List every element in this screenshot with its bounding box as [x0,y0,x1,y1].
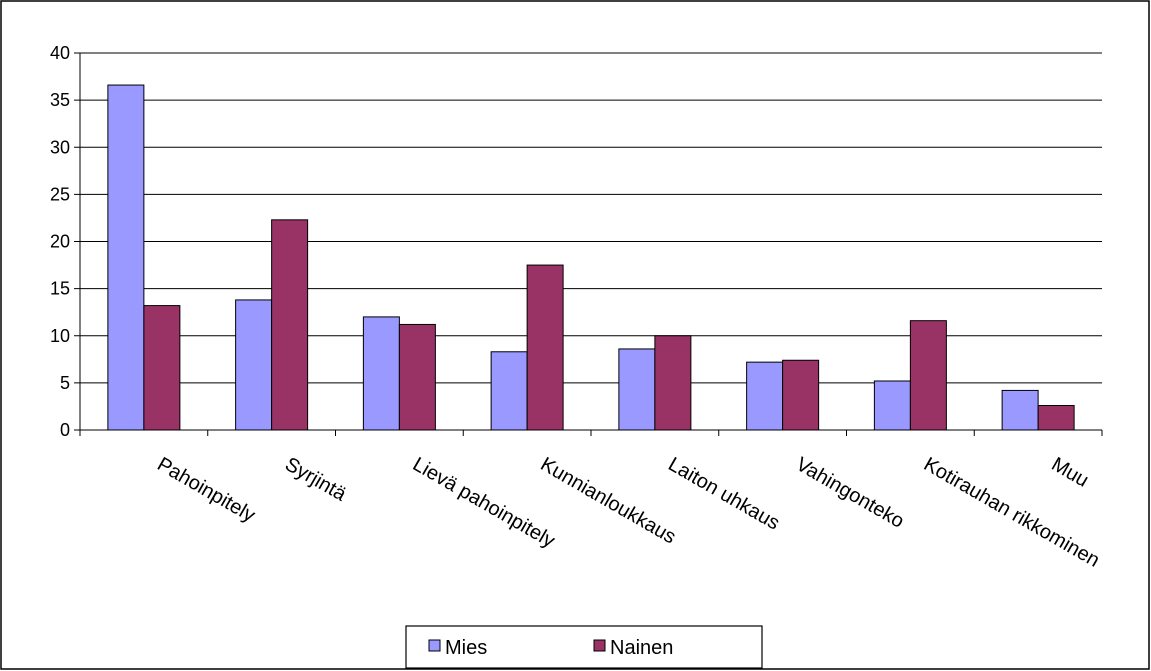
y-tick-label: 0 [60,420,70,440]
bar-mies [873,380,911,431]
bar-mies [490,351,528,431]
y-axis-ticks: 0 5 10 15 20 25 30 35 40 [50,43,80,440]
bar-nainen [782,359,820,431]
bar-mies [746,361,784,431]
bar-nainen [398,323,436,431]
bar-mies [107,84,145,431]
y-tick-label: 10 [50,326,70,346]
bar-nainen [271,219,309,431]
legend-swatch-nainen [593,639,606,652]
legend-box [405,625,763,669]
bar-mies [618,348,656,431]
bar-nainen [526,264,564,431]
y-tick-label: 20 [50,232,70,252]
legend-label-mies: Mies [445,637,487,659]
bars [107,84,1075,431]
bar-mies [362,316,400,431]
bar-mies [1001,389,1039,431]
y-tick-label: 30 [50,137,70,157]
legend: Mies Nainen [405,625,763,669]
y-tick-label: 35 [50,90,70,110]
bar-mies [235,299,273,431]
bar-nainen [654,335,692,431]
y-tick-label: 40 [50,43,70,63]
y-tick-label: 15 [50,279,70,299]
y-tick-label: 25 [50,184,70,204]
bar-nainen [143,305,181,431]
bar-nainen [909,320,947,431]
y-tick-label: 5 [60,373,70,393]
legend-label-nainen: Nainen [610,637,673,659]
legend-swatch-mies [428,639,441,652]
bar-nainen [1037,404,1075,431]
